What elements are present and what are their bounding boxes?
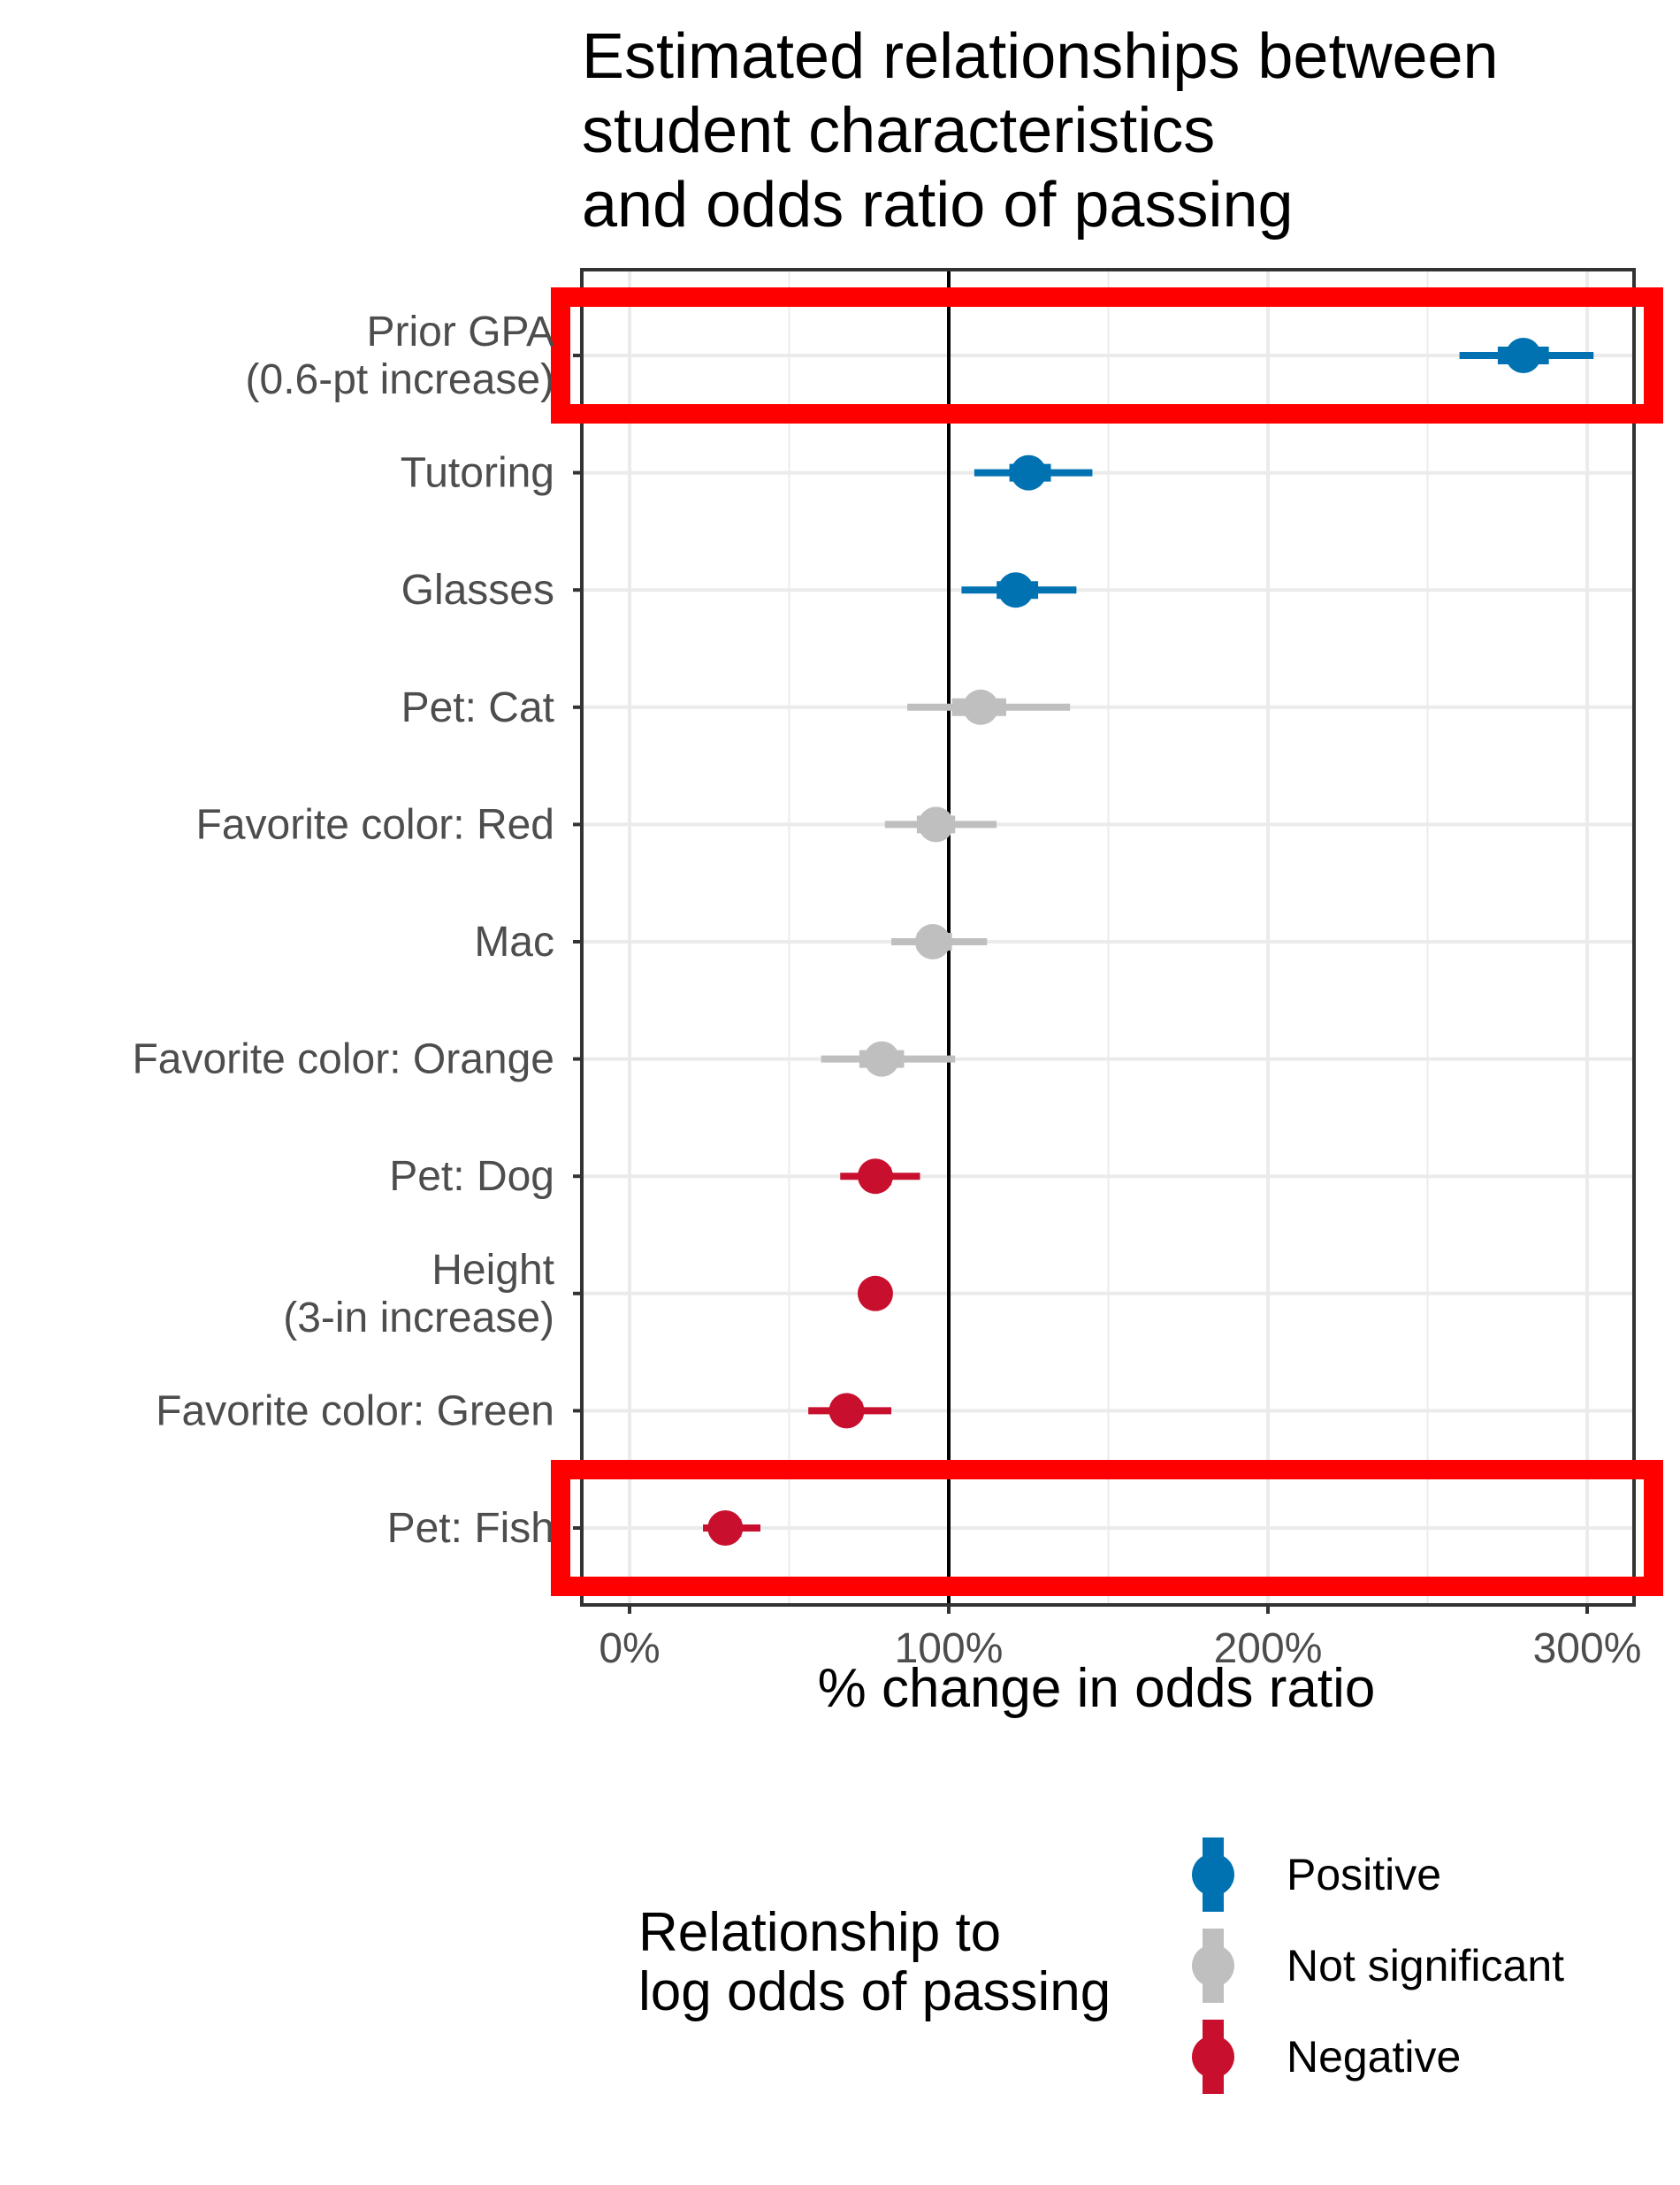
y-tick-label: (3-in increase) [283,1295,554,1341]
chart-title-line: and odds ratio of passing [582,170,1294,241]
legend-key [1192,1837,1234,1912]
y-tick-label: (0.6-pt increase) [246,356,554,403]
legend-key-point [1192,2036,1234,2078]
y-tick-label: Pet: Fish [387,1505,554,1552]
legend-key [1192,2020,1234,2094]
data-point-row [808,1393,892,1429]
highlight-box [551,1460,1663,1596]
data-point-row [821,1041,956,1077]
estimate-point [864,1041,900,1077]
y-tick-label: Height [431,1247,554,1294]
data-point-row [1459,338,1594,373]
estimate-point [707,1510,744,1546]
y-axis-ticks: Prior GPA(0.6-pt increase) Tutoring Glasse… [132,309,582,1552]
legend-title-line: log odds of passing [638,1961,1111,2022]
x-tick-label: 300% [1533,1625,1642,1672]
estimate-point [857,1158,893,1195]
legend-entry-label: Positive [1287,1850,1441,1899]
data-point-row [703,1510,761,1546]
legend-key-point [1192,1944,1234,1987]
data-point-row [891,924,988,959]
y-tick-label: Mac [474,919,554,966]
panel-border [580,268,1636,1607]
x-axis-label: % change in odds ratio [818,1658,1376,1719]
x-tick-label: 200% [1214,1625,1323,1672]
data-point-row [884,806,997,843]
y-tick-label: Tutoring [401,450,554,497]
y-tick-label: Glasses [401,567,554,614]
legend-key [1192,1929,1234,2003]
estimate-point [829,1393,865,1429]
highlight-boxes [551,287,1663,1596]
legend-entry-label: Negative [1287,2032,1461,2082]
y-tick-label: Prior GPA [367,309,554,355]
data-point-row [857,1275,893,1311]
estimate-point [857,1275,893,1311]
estimate-point [1505,338,1541,373]
legend-entry-label: Not significant [1287,1941,1564,1990]
y-tick-label: Favorite color: Red [196,801,555,848]
legend-title-line: Relationship to [638,1902,1001,1963]
estimate-point [918,806,954,843]
y-tick-label: Pet: Dog [389,1153,554,1200]
y-tick-label: Favorite color: Green [156,1387,554,1434]
chart-title-line: student characteristics [582,95,1215,166]
data-points [703,338,1594,1546]
data-point-row [840,1158,920,1195]
grid-lines [582,270,1634,1605]
x-axis-ticks: 0% 100% 200% 300% [599,1605,1641,1672]
estimate-point [997,572,1034,608]
estimate-point [914,924,951,959]
estimate-point [963,689,999,725]
chart-title-line: Estimated relationships between [582,21,1499,92]
data-point-row [961,572,1077,608]
y-tick-label: Pet: Cat [401,684,554,731]
y-tick-label: Favorite color: Orange [132,1036,554,1083]
data-point-row [974,455,1093,491]
x-tick-label: 0% [599,1625,660,1672]
legend-key-point [1192,1853,1234,1896]
highlight-box [551,287,1663,424]
estimate-point [1011,455,1047,491]
data-point-row [907,689,1071,725]
x-tick-label: 100% [895,1625,1004,1672]
